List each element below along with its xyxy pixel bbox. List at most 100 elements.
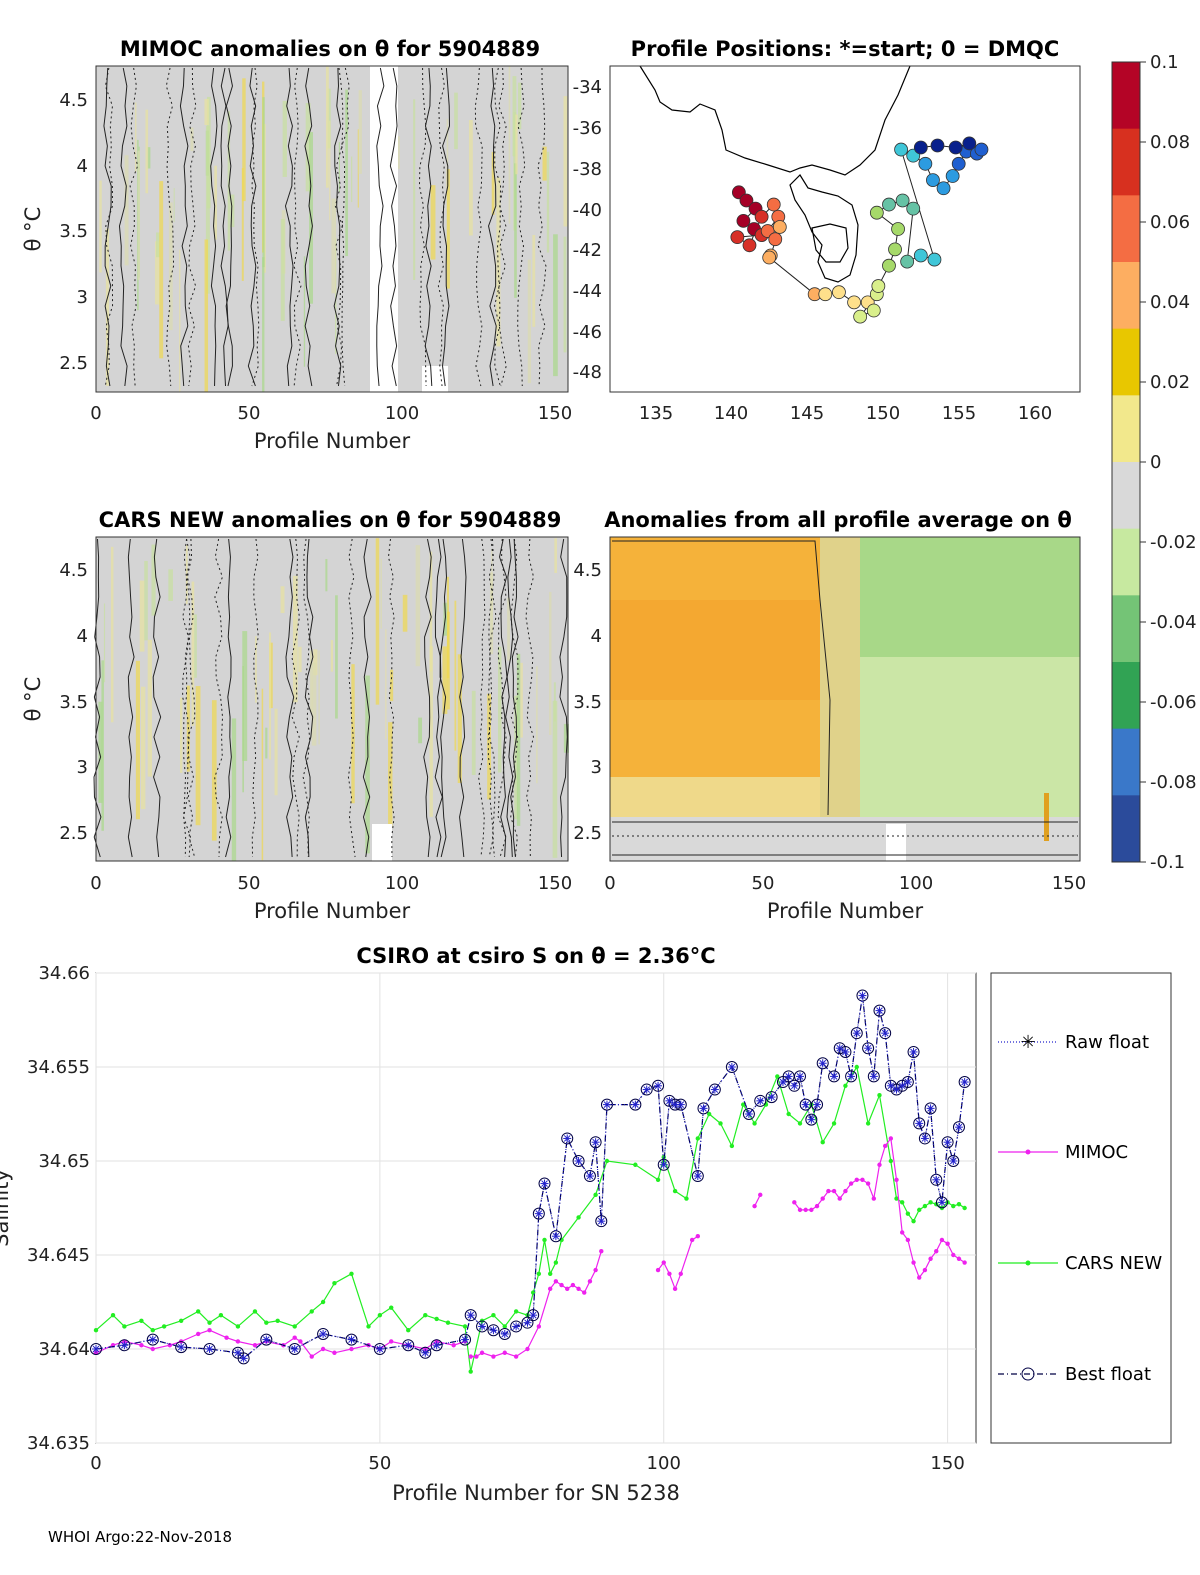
anomaly-stripe: [204, 239, 209, 392]
colorbar-tick-label: -0.08: [1150, 772, 1197, 793]
contour-line: [494, 67, 502, 387]
anomaly-transition: [820, 537, 860, 817]
anomaly-stripe: [230, 194, 235, 228]
mimoc-point: [389, 1339, 394, 1344]
allavg-title: Anomalies from all profile average on θ: [604, 508, 1072, 532]
legend-marker-star: ✳: [1020, 1032, 1035, 1053]
mimoc-point: [565, 1286, 570, 1292]
cars-xticks: 0 50 100 150: [90, 873, 572, 894]
raw-float-star-stroke: [421, 1349, 429, 1357]
best-float-point: [317, 1327, 330, 1340]
raw-float-star-stroke: [796, 1073, 804, 1080]
anomaly-stripe: [190, 127, 194, 152]
contour-line: [488, 67, 497, 387]
raw-float-star-stroke: [802, 1101, 810, 1108]
profile-position-marker: [766, 197, 781, 212]
profile-position-marker: [768, 232, 783, 247]
raw-float-point: [540, 1179, 549, 1188]
best-float-point: [924, 1102, 937, 1115]
raw-float-point: [852, 1029, 861, 1038]
cars-xtick: 150: [538, 873, 572, 894]
mimoc-point: [928, 1256, 933, 1261]
raw-float-point: [932, 1175, 941, 1184]
anomaly-stripe: [305, 102, 311, 192]
cars-new-point: [553, 1260, 559, 1265]
colorbar-swatch: [1112, 595, 1140, 663]
salinity-ytick: 34.64: [38, 1339, 90, 1360]
cars-new-point: [894, 1196, 899, 1201]
contour-line: [474, 67, 483, 387]
cars-yticks: 4.5 4 3.5 3 2.5: [59, 560, 88, 844]
cars-new-point: [928, 1200, 933, 1205]
raw-float-star-stroke: [478, 1323, 486, 1330]
cars-heatmap-background: [96, 537, 568, 861]
raw-float-star-stroke: [711, 1086, 719, 1093]
raw-float-point: [665, 1096, 674, 1105]
cars-xlabel: Profile Number: [254, 899, 411, 923]
cars-new-point: [320, 1299, 326, 1305]
profile-position-marker: [742, 238, 757, 253]
mimoc-data-gap-2: [422, 366, 448, 392]
best-float-point: [464, 1309, 477, 1322]
colorbar-tick-label: -0.06: [1150, 692, 1197, 713]
anomaly-stripe: [98, 701, 103, 803]
legend-label: Raw float: [1065, 1032, 1149, 1053]
raw-float-star-stroke: [700, 1105, 707, 1112]
best-float-point: [879, 1027, 892, 1040]
raw-float-point: [881, 1029, 890, 1038]
best-float-point: [856, 989, 869, 1002]
colorbar-swatch: [1112, 662, 1140, 730]
raw-float-point: [597, 1217, 606, 1226]
contour-line: [118, 67, 128, 387]
best-float-point: [589, 1136, 602, 1149]
cars-new-point: [423, 1312, 428, 1318]
allavg-ytick: 3.5: [573, 692, 602, 713]
positions-xtick: 140: [714, 403, 748, 424]
anomaly-stripe: [429, 551, 433, 672]
salinity-ytick: 34.655: [27, 1057, 90, 1078]
cars-ytick: 4.5: [59, 560, 88, 581]
cars-new-point: [831, 1121, 837, 1126]
cars-new-point: [547, 1271, 553, 1277]
raw-float-point: [92, 1345, 100, 1353]
mimoc-ytick: 4.5: [59, 90, 88, 111]
mimoc-point: [332, 1350, 337, 1355]
cars-new-point: [468, 1369, 473, 1374]
raw-float-point: [801, 1100, 810, 1109]
positions-yticks: -34 -36 -38 -40 -42 -44 -46 -48: [573, 77, 602, 383]
best-float-point: [708, 1083, 721, 1096]
anomaly-stripe: [563, 96, 568, 227]
mimoc-point: [917, 1275, 922, 1280]
contour-line: [442, 67, 451, 387]
raw-float-point: [466, 1311, 475, 1320]
cars-new-point: [672, 1188, 678, 1194]
allavg-xtick: 100: [899, 873, 933, 894]
positions-xticks: 135 140 145 150 155 160: [639, 403, 1052, 424]
contour-line: [333, 67, 342, 387]
positions-xtick: 150: [866, 403, 900, 424]
best-float-point: [947, 1155, 960, 1167]
best-float-point: [430, 1339, 443, 1352]
raw-float-point: [841, 1047, 850, 1056]
anomaly-stripe: [303, 256, 306, 367]
raw-float-point: [909, 1047, 918, 1056]
mimoc-point: [150, 1346, 155, 1352]
cars-anomaly-stripes: [98, 538, 569, 861]
cars-new-point: [706, 1111, 712, 1117]
best-float-point: [561, 1132, 574, 1145]
raw-float-star-stroke: [785, 1073, 792, 1080]
best-float-point: [873, 1004, 886, 1017]
anomaly-stripe: [532, 234, 536, 327]
salinity-xtick: 50: [368, 1453, 391, 1474]
raw-float-star-stroke: [643, 1086, 651, 1093]
mimoc-point: [320, 1346, 326, 1352]
anomaly-stripe: [552, 700, 558, 858]
contour-line: [525, 538, 535, 858]
raw-float-star-stroke: [404, 1341, 412, 1349]
anomaly-stripe: [415, 545, 421, 667]
allavg-anomaly-stripes: [610, 537, 1080, 861]
mimoc-point: [513, 1354, 519, 1359]
raw-float-point: [835, 1044, 844, 1053]
allavg-data-gap: [886, 824, 906, 861]
anomaly-warm-fade: [610, 777, 820, 817]
